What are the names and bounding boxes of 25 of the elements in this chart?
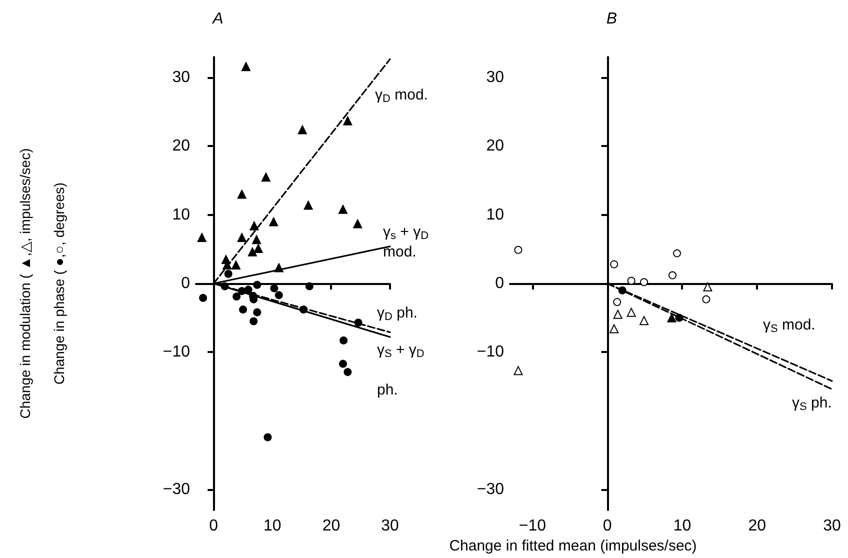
y-tick-label: 20 [486, 138, 504, 155]
y-tick-label: 30 [486, 69, 504, 86]
x-tick-label: 10 [673, 518, 692, 534]
x-tick-label: 0 [602, 518, 612, 534]
x-tick-label: −10 [518, 518, 546, 534]
text: Change in modulation ( ▲,△, impulses/sec) Change in phase ( ●,○, degrees) [17, 148, 67, 419]
y-tick-label: −10 [162, 344, 190, 361]
y-tick-label: −30 [162, 480, 190, 498]
y-tick-label: 0 [495, 275, 504, 292]
x-tick-label: 20 [748, 518, 766, 534]
chart-title: A [212, 10, 224, 28]
y-tick-label: 10 [172, 206, 190, 224]
y-tick-label: 10 [486, 206, 504, 224]
x-tick-label: 30 [823, 518, 841, 534]
y-tick-label: 20 [172, 138, 190, 155]
x-tick-label: 20 [322, 518, 340, 534]
y-tick-label: −10 [476, 344, 504, 361]
x-tick-label: 0 [209, 518, 218, 534]
y-tick-label: −30 [476, 480, 504, 498]
y-tick-label: 30 [172, 69, 190, 86]
x-tick-label: 30 [381, 518, 399, 534]
chart-title: B [606, 10, 618, 28]
x-tick-label: 10 [264, 518, 282, 534]
y-tick-label: 0 [181, 275, 190, 292]
x-axis-title: Change in fitted mean (impulses/sec) [449, 538, 697, 554]
